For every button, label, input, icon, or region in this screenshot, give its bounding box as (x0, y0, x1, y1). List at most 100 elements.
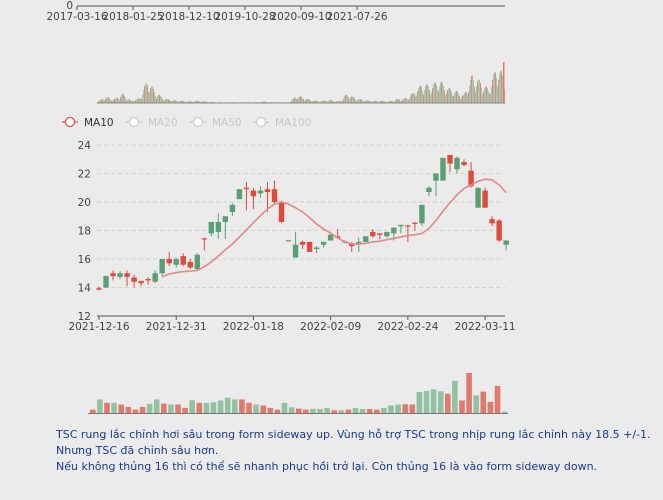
overview-volume-bar (142, 94, 143, 103)
overview-volume-bar (385, 101, 386, 103)
overview-volume-bar (147, 85, 148, 103)
overview-volume-bar (159, 94, 160, 103)
overview-volume-bar (324, 100, 325, 103)
overview-volume-bar (464, 93, 465, 103)
volume-bar (97, 399, 103, 413)
overview-volume-bar (428, 86, 429, 103)
overview-volume-bar (403, 98, 404, 103)
overview-volume-bar (466, 92, 467, 103)
overview-volume-bar (139, 98, 140, 103)
overview-volume-bar (113, 99, 114, 103)
note-line-1: TSC rung lắc chỉnh hơi sâu trong form si… (56, 428, 651, 441)
overview-volume-bar (334, 101, 335, 103)
overview-volume-bar (371, 101, 372, 103)
overview-volume-bar (106, 97, 107, 103)
legend-item-ma50[interactable]: MA50 (190, 116, 242, 129)
x-tick-label: 2021-12-31 (146, 321, 207, 333)
candle (201, 237, 207, 251)
candle-body (299, 241, 306, 245)
overview-volume-bar (130, 100, 131, 103)
overview-volume-bar (387, 101, 388, 103)
volume-bar (487, 401, 494, 413)
volume-bar (260, 405, 266, 413)
analysis-note: TSC rung lắc chỉnh hơi sâu trong form si… (56, 427, 656, 475)
volume-bar (324, 407, 330, 413)
overview-volume-bar (315, 100, 316, 103)
overview-volume-bar (132, 100, 133, 103)
overview-volume-bar (502, 75, 503, 103)
legend-item-ma10[interactable]: MA10 (62, 116, 114, 129)
overview-volume-bar (311, 101, 312, 103)
overview-volume-bar (119, 99, 120, 103)
volume-bar (473, 395, 479, 413)
overview-volume-bar (125, 98, 126, 103)
candle (152, 270, 158, 284)
overview-volume-bar (128, 99, 129, 103)
volume-bar (409, 404, 416, 413)
overview-volume-bar (487, 88, 488, 103)
overview-volume-bar (494, 71, 495, 103)
overview-volume-bar (503, 62, 505, 103)
overview-volume-bar (367, 100, 368, 103)
overview-volume-bar (295, 97, 296, 103)
candle-body (124, 273, 130, 277)
overview-volume-bar (345, 95, 346, 103)
overview-volume-bar (178, 101, 179, 103)
overview-volume-bar (309, 99, 310, 103)
overview-volume-bar (185, 101, 186, 103)
overview-volume-bar (162, 98, 163, 103)
legend-item-ma100[interactable]: MA100 (253, 116, 311, 129)
legend-label: MA10 (84, 117, 114, 129)
x-tick-label: 2022-01-18 (223, 321, 284, 333)
overview-volume-bar (150, 87, 151, 103)
candle-body (377, 233, 383, 235)
overview-volume-bar (354, 98, 355, 103)
stock-chart: 0 2017-03-162018-01-252018-12-102019-10-… (46, 0, 516, 414)
overview-volume-bar (184, 101, 185, 103)
overview-volume-bar (166, 98, 167, 103)
volume-bar (239, 399, 245, 413)
overview-volume-bar (141, 98, 142, 103)
overview-volume-bar (465, 91, 466, 103)
volume-bar (139, 406, 146, 413)
volume-bar (402, 404, 408, 413)
overview-volume-bar (355, 99, 356, 103)
overview-volume-bar (398, 99, 399, 103)
overview-volume-bar (191, 101, 192, 103)
overview-volume-bar (381, 100, 382, 103)
overview-volume-bar (427, 84, 428, 103)
volume-bar (395, 404, 401, 413)
volume-bar (317, 408, 323, 413)
overview-volume-bar (138, 98, 139, 103)
overview-volume-bar (123, 94, 124, 103)
overview-navigator[interactable]: 0 2017-03-162018-01-252018-12-102019-10-… (46, 0, 505, 104)
candle-body (208, 221, 215, 234)
overview-volume-bar (171, 101, 172, 103)
candle (110, 270, 116, 281)
candle-body (264, 189, 271, 193)
candle (124, 270, 130, 287)
overview-volume-bar (329, 100, 330, 103)
overview-volume-bar (198, 100, 199, 103)
overview-volume-bar (375, 100, 376, 103)
candle-body (96, 288, 102, 290)
candle (180, 253, 186, 267)
overview-volume-bar (444, 90, 445, 103)
overview-volume-bar (175, 100, 176, 103)
overview-volume-bar (401, 100, 402, 103)
overview-volume-bar (419, 85, 420, 103)
overview-volume-bar (152, 86, 153, 103)
overview-volume-bar (473, 80, 474, 103)
overview-volume-bar (359, 99, 360, 103)
overview-volume-bar (107, 97, 108, 103)
candle-body (278, 202, 285, 222)
overview-volume-bar (104, 100, 105, 103)
overview-volume-bar (366, 100, 367, 103)
overview-volume-bar (416, 95, 417, 103)
y-tick-label: 14 (78, 283, 92, 295)
overview-volume-bar (351, 96, 352, 103)
overview-volume-bar (405, 98, 406, 103)
legend-item-ma20[interactable]: MA20 (126, 116, 178, 129)
overview-volume-bar (420, 85, 421, 103)
overview-volume-bar (151, 86, 152, 103)
